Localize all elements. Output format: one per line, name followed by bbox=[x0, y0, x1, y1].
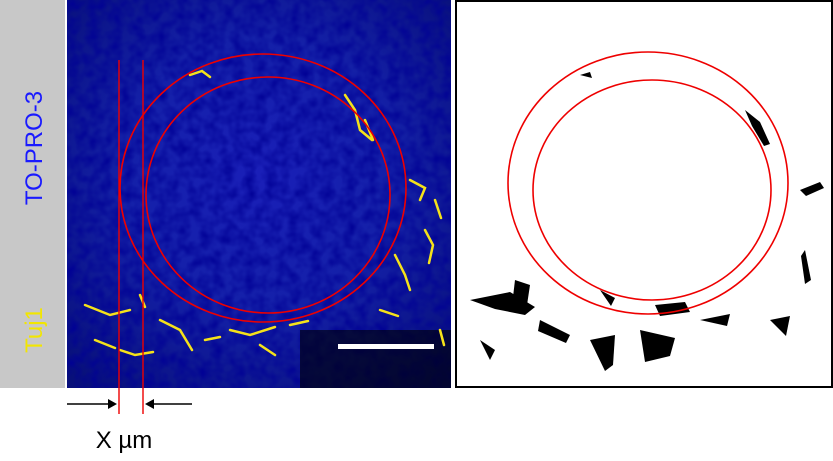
marker-label: TO-PRO-3 bbox=[21, 91, 48, 205]
marker-label: Tuj1 bbox=[21, 307, 48, 353]
fluorescence-image bbox=[67, 0, 451, 388]
binary-image bbox=[455, 0, 833, 388]
measurement-label: X µm bbox=[96, 427, 153, 454]
figure: Tuj1 TO-PRO-3 bbox=[0, 0, 833, 461]
